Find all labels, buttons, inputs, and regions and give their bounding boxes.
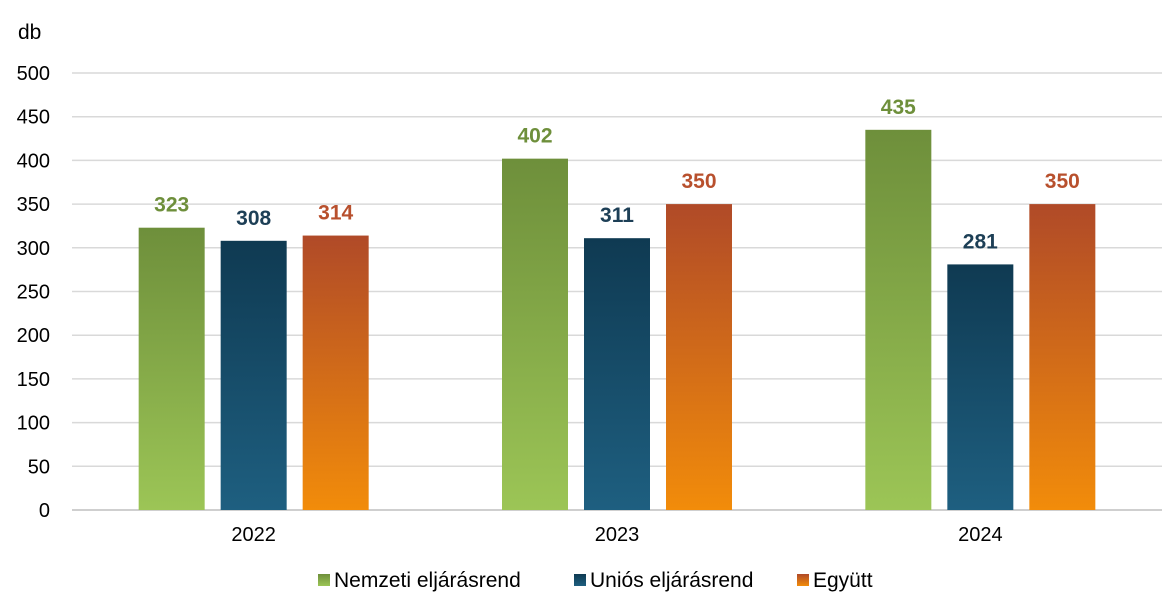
legend-label-1: Nemzeti eljárásrend	[334, 569, 521, 592]
bar-2023-series-1	[502, 158, 568, 511]
y-tick-label-50: 50	[28, 456, 50, 478]
data-label-2022-series-3: 314	[318, 202, 353, 225]
data-label-2022-series-1: 323	[154, 194, 189, 217]
legend-swatch-2	[574, 574, 586, 586]
x-axis-ticks: 2022 2023 2024	[231, 524, 1002, 546]
y-tick-label-500: 500	[17, 63, 50, 85]
y-tick-label-200: 200	[17, 325, 50, 347]
data-label-2023-series-1: 402	[517, 125, 552, 148]
bar-2024-series-2	[947, 264, 1014, 510]
data-label-2024-series-2: 281	[963, 230, 998, 253]
legend-swatch-3	[797, 574, 809, 586]
y-tick-label-0: 0	[39, 500, 50, 522]
bar-2024-series-1	[865, 129, 932, 510]
bar-2024-series-3	[1029, 204, 1096, 510]
bar-2023-series-2	[584, 238, 650, 510]
data-label-2023-series-3: 350	[681, 170, 716, 193]
legend: Nemzeti eljárásrend Uniós eljárásrend Együ…	[318, 569, 873, 592]
legend-item-1: Nemzeti eljárásrend	[318, 569, 521, 592]
bar-2022-series-3	[302, 235, 369, 510]
y-tick-label-450: 450	[17, 107, 50, 129]
bar-2022-series-2	[220, 240, 287, 511]
data-label-2024-series-3: 350	[1045, 170, 1080, 193]
y-tick-label-400: 400	[17, 150, 50, 172]
bar-2022-series-1	[138, 227, 205, 510]
bar-2023-series-3	[666, 204, 732, 510]
y-tick-label-100: 100	[17, 413, 50, 435]
y-tick-label-350: 350	[17, 194, 50, 216]
y-tick-label-150: 150	[17, 369, 50, 391]
y-tick-label-250: 250	[17, 282, 50, 304]
y-axis-unit-label: db	[18, 21, 41, 44]
bars	[138, 129, 1096, 511]
x-tick-label-2023: 2023	[595, 524, 640, 546]
data-labels: 323 308 314 402 311 350 435 281 350	[154, 96, 1080, 254]
legend-swatch-1	[318, 574, 330, 586]
x-tick-label-2024: 2024	[958, 524, 1003, 546]
legend-label-2: Uniós eljárásrend	[590, 569, 753, 592]
data-label-2022-series-2: 308	[236, 207, 271, 230]
data-label-2023-series-2: 311	[600, 204, 634, 227]
data-label-2024-series-1: 435	[881, 96, 916, 119]
legend-item-2: Uniós eljárásrend	[574, 569, 753, 592]
y-axis-ticks: 0 50 100 150 200 250 300 350 400 450 500	[17, 63, 50, 522]
legend-label-3: Együtt	[813, 569, 873, 592]
legend-item-3: Együtt	[797, 569, 873, 592]
y-tick-label-300: 300	[17, 238, 50, 260]
x-tick-label-2022: 2022	[231, 524, 276, 546]
